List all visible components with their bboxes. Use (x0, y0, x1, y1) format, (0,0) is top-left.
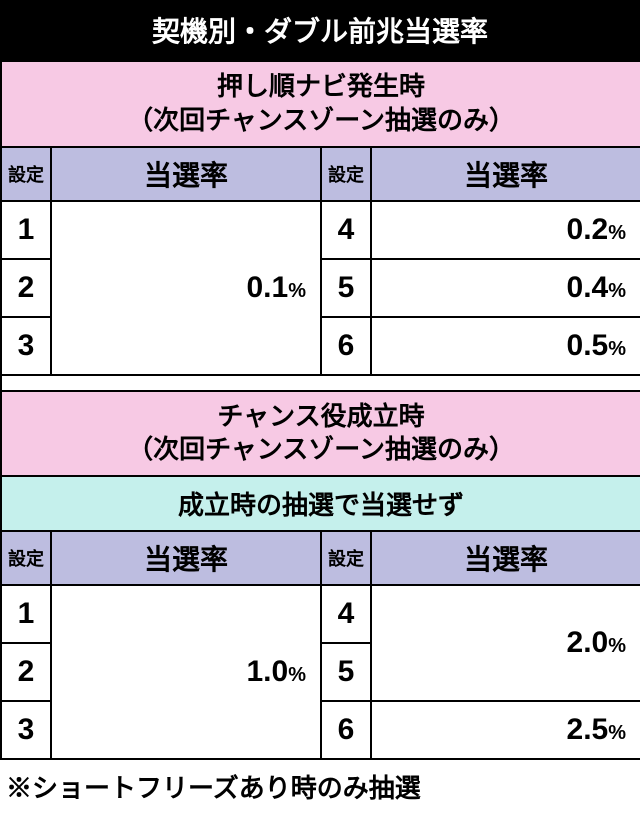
rate-value: 0.1 (246, 271, 288, 304)
col-setting-right: 設定 (321, 531, 371, 585)
section2-line2: （次回チャンスゾーン抽選のみ） (127, 434, 515, 464)
table-row: 1 1.0% 4 2.0% (1, 585, 640, 643)
footnote: ※ショートフリーズあり時のみ抽選 (0, 760, 640, 813)
rate-cell: 2.5% (371, 701, 640, 759)
section2-line1: チャンス役成立時 (217, 401, 424, 431)
col-rate-left: 当選率 (51, 147, 321, 201)
main-title: 契機別・ダブル前兆当選率 (0, 0, 640, 60)
setting-cell: 3 (1, 317, 51, 375)
section-spacer (1, 375, 640, 391)
section2-col-headers: 設定 当選率 設定 当選率 (1, 531, 640, 585)
rate-cell: 0.5% (371, 317, 640, 375)
setting-cell: 1 (1, 201, 51, 259)
percent-suffix: % (608, 722, 626, 744)
percent-suffix: % (608, 222, 626, 244)
col-rate-left: 当選率 (51, 531, 321, 585)
section2-subheader: 成立時の抽選で当選せず (1, 476, 640, 531)
rate-value: 2.0 (567, 626, 609, 659)
rate-cell-merged: 2.0% (371, 585, 640, 701)
setting-cell: 5 (321, 259, 371, 317)
col-setting-left: 設定 (1, 531, 51, 585)
setting-cell: 3 (1, 701, 51, 759)
rate-value: 1.0 (246, 655, 288, 688)
section1-header: 押し順ナビ発生時 （次回チャンスゾーン抽選のみ） (1, 61, 640, 147)
percent-suffix: % (608, 280, 626, 302)
col-rate-right: 当選率 (371, 531, 640, 585)
col-rate-right: 当選率 (371, 147, 640, 201)
percent-suffix: % (288, 280, 306, 302)
rate-cell: 0.4% (371, 259, 640, 317)
col-setting-right: 設定 (321, 147, 371, 201)
percent-suffix: % (608, 635, 626, 657)
setting-cell: 1 (1, 585, 51, 643)
section2-header: チャンス役成立時 （次回チャンスゾーン抽選のみ） (1, 391, 640, 477)
rate-value: 0.5 (567, 329, 609, 362)
setting-cell: 6 (321, 317, 371, 375)
rate-cell: 0.2% (371, 201, 640, 259)
rate-cell-merged: 0.1% (51, 201, 321, 375)
col-setting-left: 設定 (1, 147, 51, 201)
section1-header-row: 押し順ナビ発生時 （次回チャンスゾーン抽選のみ） (1, 61, 640, 147)
setting-cell: 2 (1, 259, 51, 317)
section2-sub-row: 成立時の抽選で当選せず (1, 476, 640, 531)
section1-line2: （次回チャンスゾーン抽選のみ） (127, 105, 515, 135)
table-container: 契機別・ダブル前兆当選率 押し順ナビ発生時 （次回チャンスゾーン抽選のみ） 設定… (0, 0, 640, 813)
setting-cell: 6 (321, 701, 371, 759)
section1-line1: 押し順ナビ発生時 (217, 71, 425, 101)
setting-cell: 4 (321, 585, 371, 643)
percent-suffix: % (288, 664, 306, 686)
rate-cell-merged: 1.0% (51, 585, 321, 759)
rate-value: 0.2 (567, 213, 609, 246)
rate-value: 0.4 (567, 271, 609, 304)
section1-col-headers: 設定 当選率 設定 当選率 (1, 147, 640, 201)
rate-value: 2.5 (567, 713, 609, 746)
table-row: 1 0.1% 4 0.2% (1, 201, 640, 259)
setting-cell: 4 (321, 201, 371, 259)
setting-cell: 5 (321, 643, 371, 701)
rates-table: 押し順ナビ発生時 （次回チャンスゾーン抽選のみ） 設定 当選率 設定 当選率 1… (0, 60, 640, 760)
percent-suffix: % (608, 338, 626, 360)
setting-cell: 2 (1, 643, 51, 701)
section2-header-row: チャンス役成立時 （次回チャンスゾーン抽選のみ） (1, 391, 640, 477)
